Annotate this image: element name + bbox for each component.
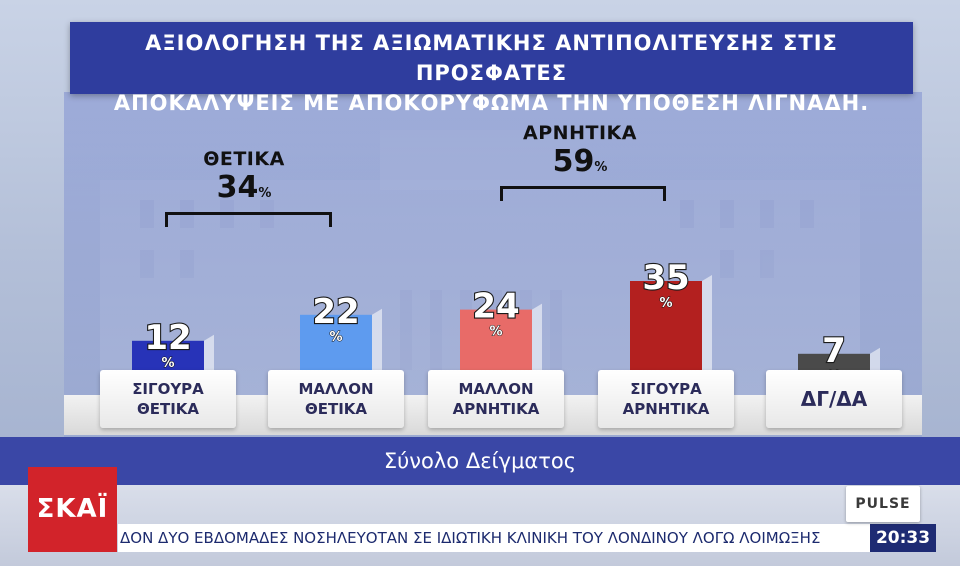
- group-unit-1: %: [594, 160, 608, 175]
- sample-bar: Σύνολο Δείγματος: [0, 437, 960, 485]
- group-name-0: ΘΕΤΙΚΑ: [203, 148, 285, 170]
- category-label-4: ΔΓ/ΔΑ: [800, 387, 868, 411]
- bar-0: [132, 340, 204, 372]
- bar-unit-label-1: %: [329, 330, 342, 345]
- title-line-1: ΑΞΙΟΛΟΓΗΣΗ ΤΗΣ ΑΞΙΩΜΑΤΙΚΗΣ ΑΝΤΙΠΟΛΙΤΕΥΣΗ…: [145, 31, 838, 85]
- category-label-2: ΜΑΛΛΟΝ ΑΡΝΗΤΙΚΑ: [452, 380, 540, 418]
- group-label-0: ΘΕΤΙΚΑ 34%: [154, 148, 334, 205]
- category-label-box-1: ΜΑΛΛΟΝ ΘΕΤΙΚΑ: [268, 370, 404, 428]
- bar-2: [460, 309, 532, 372]
- bar-side-2: [532, 303, 542, 372]
- bar-unit-label-3: %: [659, 296, 672, 311]
- bar-side-1: [372, 308, 382, 372]
- pollster-logo-text: PULSE: [855, 496, 911, 512]
- group-bracket-0: [165, 212, 332, 227]
- category-label-box-2: ΜΑΛΛΟΝ ΑΡΝΗΤΙΚΑ: [428, 370, 564, 428]
- bar-side-0: [204, 334, 214, 372]
- news-ticker: ΔΟΝ ΔΥΟ ΕΒΔΟΜΑΔΕΣ ΝΟΣΗΛΕΥΟΤΑΝ ΣΕ ΙΔΙΩΤΙΚ…: [118, 524, 870, 552]
- category-label-box-3: ΣΙΓΟΥΡΑ ΑΡΝΗΤΙΚΑ: [598, 370, 734, 428]
- bar-unit-label-2: %: [489, 325, 502, 340]
- category-label-box-4: ΔΓ/ΔΑ: [766, 370, 902, 428]
- category-label-1: ΜΑΛΛΟΝ ΘΕΤΙΚΑ: [298, 380, 374, 418]
- group-name-1: ΑΡΝΗΤΙΚΑ: [523, 122, 637, 144]
- bar-value-label-4: 7: [822, 331, 846, 371]
- channel-logo: ΣΚΑΪ: [28, 467, 117, 552]
- bar-4: [798, 353, 870, 372]
- group-total-1: 59: [552, 144, 595, 179]
- ticker-text: ΔΟΝ ΔΥΟ ΕΒΔΟΜΑΔΕΣ ΝΟΣΗΛΕΥΟΤΑΝ ΣΕ ΙΔΙΩΤΙΚ…: [120, 529, 821, 547]
- chart-title: ΑΞΙΟΛΟΓΗΣΗ ΤΗΣ ΑΞΙΩΜΑΤΙΚΗΣ ΑΝΤΙΠΟΛΙΤΕΥΣΗ…: [70, 22, 913, 115]
- category-label-box-0: ΣΙΓΟΥΡΑ ΘΕΤΙΚΑ: [100, 370, 236, 428]
- title-line-2: ΑΠΟΚΑΛΥΨΕΙΣ ΜΕ ΑΠΟΚΟΡΥΦΩΜΑ ΤΗΝ ΥΠΟΘΕΣΗ Λ…: [113, 91, 870, 115]
- bar-value-label-0: 12: [144, 318, 191, 358]
- bar-value-label-2: 24: [472, 287, 519, 327]
- group-bracket-1: [500, 186, 666, 201]
- bar-side-4: [870, 347, 880, 372]
- category-label-0: ΣΙΓΟΥΡΑ ΘΕΤΙΚΑ: [132, 380, 204, 418]
- bar-unit-label-0: %: [161, 356, 174, 371]
- bar-1: [300, 314, 372, 372]
- bar-value-label-1: 22: [312, 292, 359, 332]
- group-total-0: 34: [216, 170, 259, 205]
- sample-label: Σύνολο Δείγματος: [383, 449, 577, 473]
- clock: 20:33: [870, 524, 936, 552]
- group-label-1: ΑΡΝΗΤΙΚΑ 59%: [490, 122, 670, 179]
- group-unit-0: %: [258, 186, 272, 201]
- bar-3: [630, 281, 702, 372]
- bar-value-label-3: 35: [642, 258, 689, 298]
- category-label-3: ΣΙΓΟΥΡΑ ΑΡΝΗΤΙΚΑ: [622, 380, 710, 418]
- pollster-logo: PULSE: [846, 486, 920, 522]
- bar-side-3: [702, 275, 712, 372]
